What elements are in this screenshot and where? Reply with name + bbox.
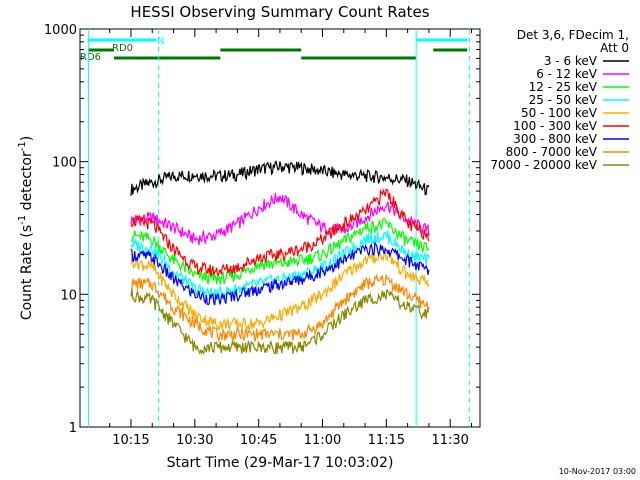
x-tick-label: 10:45 <box>240 433 277 448</box>
series-line <box>130 217 430 285</box>
series-line <box>130 192 430 246</box>
x-tick-label: 11:00 <box>304 433 341 448</box>
legend-entry-label: 3 - 6 keV <box>544 54 598 68</box>
series-line <box>130 230 430 300</box>
y-tick-label: 10 <box>60 288 77 303</box>
x-tick-label: 11:30 <box>431 433 468 448</box>
flag-label: RD0 <box>112 43 133 54</box>
series-line <box>130 188 430 277</box>
chart-title: HESSI Observing Summary Count Rates <box>130 3 429 21</box>
legend-entry-label: 7000 - 20000 keV <box>490 158 597 172</box>
y-axis-label: Count Rate (s-1 detector-1) <box>17 136 35 320</box>
legend-title-line1: Det 3,6, FDecim 1, <box>517 28 629 42</box>
legend-entry-label: 50 - 100 keV <box>521 106 598 120</box>
y-tick-label: 100 <box>52 156 77 171</box>
y-axis: 1 10 100 1000 <box>44 23 480 436</box>
legend-entry-label: 800 - 7000 keV <box>506 145 598 159</box>
series-line <box>130 288 430 356</box>
legend-entry-label: 6 - 12 keV <box>536 67 598 81</box>
x-tick-label: 11:15 <box>368 433 405 448</box>
y-axis-label-sup1: -1 <box>17 215 28 225</box>
series-line <box>130 241 430 306</box>
flag-label: N <box>157 36 164 47</box>
y-tick-label: 1000 <box>44 23 77 38</box>
series-layer <box>130 160 430 356</box>
x-axis-label: Start Time (29-Mar-17 10:03:02) <box>167 455 394 471</box>
y-axis-label-part1: Count Rate (s <box>19 225 35 320</box>
timestamp: 10-Nov-2017 03:00 <box>559 467 636 476</box>
series-line <box>130 273 430 343</box>
legend-entry-label: 300 - 800 keV <box>513 132 597 146</box>
vlines-layer <box>87 29 470 427</box>
y-axis-label-mid: detector <box>19 151 35 215</box>
legend-title-line2: Att 0 <box>600 41 629 55</box>
flags-layer: N RD0 RD6 <box>80 36 468 63</box>
y-tick-label: 1 <box>69 421 77 436</box>
series-line <box>130 160 430 196</box>
x-tick-label: 10:30 <box>176 433 213 448</box>
y-axis-label-sup2: -1 <box>17 141 28 151</box>
legend-entry-label: 25 - 50 keV <box>529 93 598 107</box>
flag-label: RD6 <box>80 52 101 63</box>
series-line <box>130 249 430 332</box>
y-axis-label-end: ) <box>19 136 35 141</box>
legend-entry-label: 12 - 25 keV <box>529 80 598 94</box>
x-tick-label: 10:15 <box>112 433 149 448</box>
legend-entry-label: 100 - 300 keV <box>513 119 597 133</box>
x-axis: 10:15 10:30 10:45 11:00 11:15 11:30 <box>109 29 472 448</box>
